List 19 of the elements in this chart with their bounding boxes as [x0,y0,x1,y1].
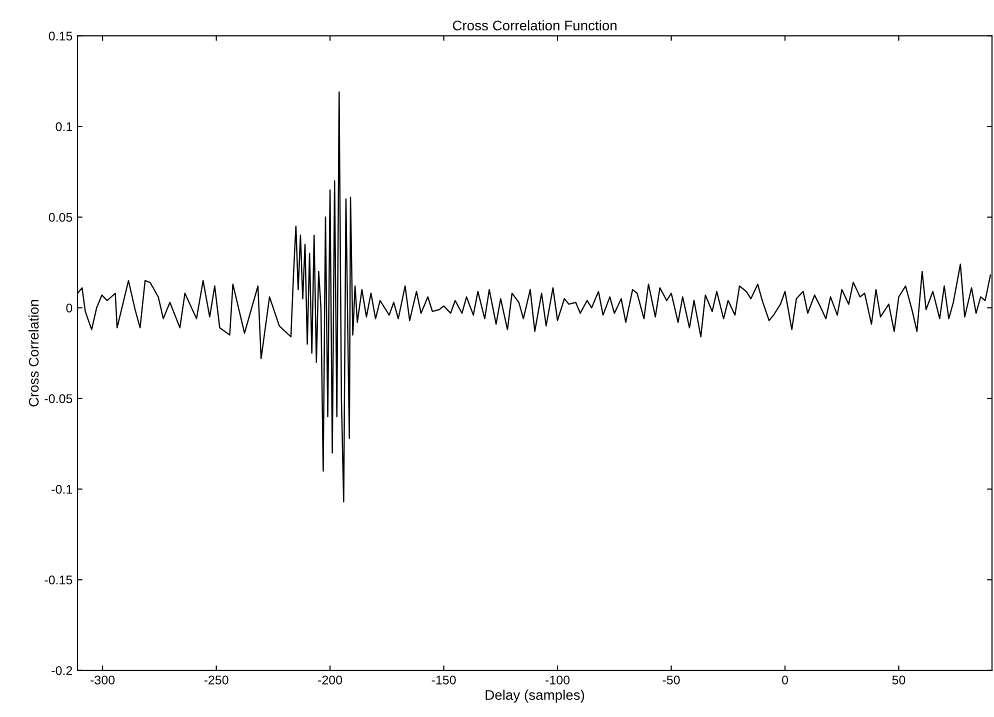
x-tick-label: -150 [432,676,456,684]
y-axis-title: Cross Correlation [28,300,39,406]
y-tick-label: 0.15 [48,32,72,40]
chart-title: Cross Correlation Function [452,20,616,30]
y-tick-label: 0 [66,304,72,312]
y-tick-label: 0.05 [48,212,72,222]
x-tick-label: 50 [892,676,906,684]
y-tick-label: 0.1 [56,122,72,132]
x-tick-label: -200 [318,676,342,684]
x-tick-label: 0 [782,676,788,684]
y-tick-label: -0.05 [44,394,72,404]
x-tick-label: -250 [204,676,228,684]
x-tick-label: -100 [546,676,570,684]
x-axis-title: Delay (samples) [486,690,584,703]
y-tick-label: -0.2 [52,666,72,676]
x-tick-label: -300 [90,676,115,684]
x-tick-label: -50 [662,676,680,684]
y-tick-label: -0.1 [52,484,72,494]
y-tick-label: -0.15 [44,576,72,584]
